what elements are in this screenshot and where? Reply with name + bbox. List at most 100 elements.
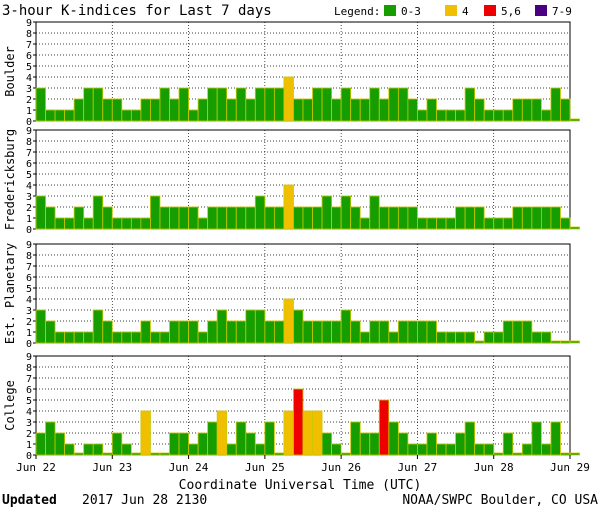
bar xyxy=(340,309,352,344)
bar xyxy=(540,331,552,344)
bar xyxy=(235,421,247,456)
bar xyxy=(83,331,94,344)
y-tick-label: 3 xyxy=(26,192,32,203)
x-tick-label: Jun 26 xyxy=(321,461,361,474)
panel-label: Fredericksburg xyxy=(3,129,17,230)
y-tick-label: 7 xyxy=(26,148,32,159)
bar xyxy=(169,320,180,344)
bar xyxy=(254,195,266,230)
legend-swatch-1 xyxy=(445,5,457,16)
bar xyxy=(35,195,46,230)
bar xyxy=(130,331,142,344)
bar xyxy=(502,109,514,122)
y-tick-label: 4 xyxy=(26,73,32,84)
bar xyxy=(560,217,571,230)
y-tick-label: 5 xyxy=(26,62,32,73)
bar xyxy=(331,98,342,122)
y-tick-label: 3 xyxy=(26,418,32,429)
bar xyxy=(207,87,218,122)
bar xyxy=(140,320,151,344)
x-tick-label: Jun 24 xyxy=(169,461,209,474)
bar xyxy=(273,452,285,456)
y-tick-label: 2 xyxy=(26,95,32,106)
panel-label: Est. Planetary xyxy=(3,243,17,344)
bar xyxy=(426,217,437,230)
y-tick-label: 8 xyxy=(26,137,32,148)
bar xyxy=(312,410,323,456)
bar xyxy=(197,432,209,456)
bar xyxy=(340,452,352,456)
bar xyxy=(483,331,495,344)
y-tick-label: 0 xyxy=(26,339,32,350)
y-tick-label: 2 xyxy=(26,317,32,328)
bar xyxy=(245,432,256,456)
y-tick-label: 7 xyxy=(26,374,32,385)
y-tick-label: 8 xyxy=(26,251,32,262)
bar xyxy=(378,320,390,344)
bar xyxy=(178,206,189,230)
bar xyxy=(121,331,132,344)
legend-label: Legend: xyxy=(334,5,380,18)
bar xyxy=(455,432,466,456)
bar xyxy=(283,184,294,230)
bar xyxy=(111,217,123,230)
y-tick-label: 4 xyxy=(26,407,32,418)
bar xyxy=(455,331,466,344)
bar xyxy=(455,109,466,122)
bar xyxy=(235,87,247,122)
bar xyxy=(350,320,361,344)
bar xyxy=(540,443,552,456)
y-tick-label: 8 xyxy=(26,363,32,374)
bar xyxy=(150,452,161,456)
bar xyxy=(474,340,485,344)
y-tick-label: 2 xyxy=(26,203,32,214)
bar xyxy=(130,109,142,122)
bar xyxy=(140,410,151,456)
y-tick-label: 2 xyxy=(26,429,32,440)
bar xyxy=(216,309,228,344)
bar xyxy=(235,206,247,230)
y-tick-label: 6 xyxy=(26,273,32,284)
bar xyxy=(83,443,94,456)
bar xyxy=(436,331,447,344)
legend-entry-2: 5,6 xyxy=(501,5,521,18)
bar xyxy=(159,87,170,122)
y-tick-label: 9 xyxy=(26,126,32,137)
bar xyxy=(455,206,466,230)
bar xyxy=(35,87,46,122)
bar xyxy=(130,217,142,230)
bar xyxy=(216,206,228,230)
y-tick-label: 0 xyxy=(26,225,32,236)
legend-swatch-2 xyxy=(484,5,496,16)
legend-swatch-0 xyxy=(384,5,396,16)
y-tick-label: 1 xyxy=(26,214,32,225)
bar xyxy=(569,452,580,456)
bar xyxy=(512,320,523,344)
bar xyxy=(388,87,399,122)
bar xyxy=(54,331,66,344)
panel-label: Boulder xyxy=(3,46,17,97)
bar xyxy=(264,206,275,230)
bar xyxy=(54,109,66,122)
bar xyxy=(397,206,409,230)
bar xyxy=(426,432,437,456)
bar xyxy=(111,98,123,122)
y-tick-label: 4 xyxy=(26,181,32,192)
bar xyxy=(302,98,313,122)
y-tick-label: 0 xyxy=(26,117,32,128)
bar xyxy=(445,443,456,456)
bar xyxy=(312,87,323,122)
bar xyxy=(159,452,170,456)
y-tick-label: 6 xyxy=(26,51,32,62)
bar xyxy=(178,87,189,122)
y-tick-label: 6 xyxy=(26,385,32,396)
bar xyxy=(426,320,437,344)
panels: 0123456789Boulder0123456789Fredericksbur… xyxy=(3,18,580,462)
bar xyxy=(464,87,476,122)
bar xyxy=(502,217,514,230)
bar xyxy=(474,98,485,122)
bar xyxy=(178,320,189,344)
bar xyxy=(407,443,418,456)
bar xyxy=(331,443,342,456)
bar xyxy=(359,331,371,344)
